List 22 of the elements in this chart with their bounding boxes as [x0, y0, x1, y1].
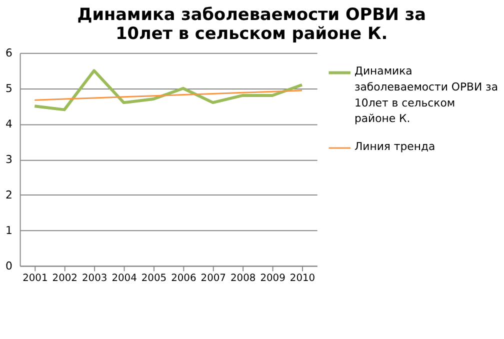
x-tick-label: 2001: [22, 273, 48, 284]
line-series: [34, 90, 303, 101]
x-tick-label: 2003: [82, 273, 108, 284]
chart-title: Динамика заболеваемости ОРВИ за 10лет в сельском районе К.: [77, 4, 426, 44]
y-tick-label: 0: [5, 259, 12, 272]
x-tick-label: 2005: [141, 273, 167, 284]
y-tick-label: 2: [5, 188, 12, 202]
x-tick-label: 2006: [171, 273, 196, 284]
x-tick-label: 2010: [290, 273, 316, 284]
y-tick-label: 4: [5, 117, 12, 130]
y-tick-label: 6: [5, 46, 12, 60]
x-tick-label: 2002: [52, 273, 78, 284]
x-tick-label: 2004: [112, 273, 137, 284]
x-tick-label: 2008: [230, 273, 256, 284]
legend-label: Динамика заболеваемости ОРВИ за 10лет в сельском районе К.: [354, 64, 498, 126]
y-tick-label: 3: [5, 152, 12, 166]
x-tick-label: 2007: [200, 273, 226, 284]
legend-label: Линия тренда: [354, 140, 436, 153]
y-tick-label: 1: [5, 224, 12, 237]
x-tick-label: 2009: [260, 273, 286, 284]
line-series: [33, 69, 304, 112]
y-tick-label: 5: [5, 82, 12, 95]
